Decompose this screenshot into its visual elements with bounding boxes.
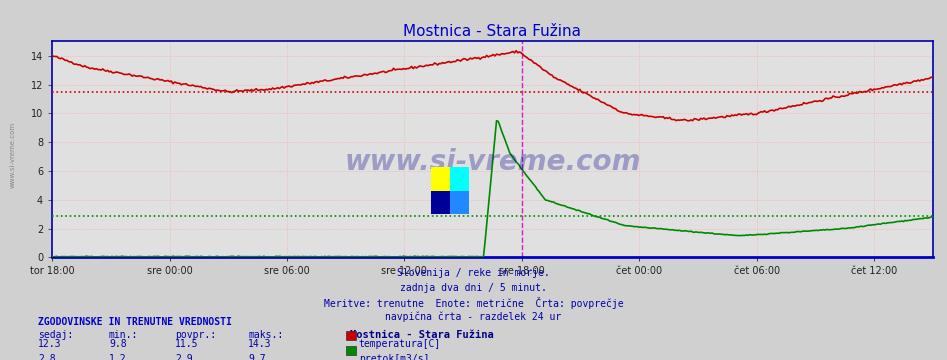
Text: pretok[m3/s]: pretok[m3/s] [359, 354, 429, 360]
Text: 2.9: 2.9 [175, 354, 193, 360]
Text: maks.:: maks.: [248, 330, 283, 340]
Text: 9.7: 9.7 [248, 354, 266, 360]
Bar [431, 167, 450, 191]
Text: zadnja dva dni / 5 minut.: zadnja dva dni / 5 minut. [400, 283, 547, 293]
Text: Mostnica - Stara Fužina: Mostnica - Stara Fužina [350, 330, 494, 340]
Text: povpr.:: povpr.: [175, 330, 216, 340]
Title: Mostnica - Stara Fužina: Mostnica - Stara Fužina [403, 24, 581, 39]
Text: 9.8: 9.8 [109, 339, 127, 349]
Text: 14.3: 14.3 [248, 339, 272, 349]
Text: min.:: min.: [109, 330, 138, 340]
Text: www.si-vreme.com: www.si-vreme.com [9, 122, 15, 188]
Bar [431, 191, 450, 214]
Text: navpična črta - razdelek 24 ur: navpična črta - razdelek 24 ur [385, 311, 562, 322]
Text: Slovenija / reke in morje.: Slovenija / reke in morje. [397, 268, 550, 278]
Text: temperatura[C]: temperatura[C] [359, 339, 441, 349]
Text: 12.3: 12.3 [38, 339, 62, 349]
Text: www.si-vreme.com: www.si-vreme.com [344, 148, 641, 176]
Text: Meritve: trenutne  Enote: metrične  Črta: povprečje: Meritve: trenutne Enote: metrične Črta: … [324, 297, 623, 309]
Text: 11.5: 11.5 [175, 339, 199, 349]
Bar [450, 191, 469, 214]
Text: ZGODOVINSKE IN TRENUTNE VREDNOSTI: ZGODOVINSKE IN TRENUTNE VREDNOSTI [38, 317, 232, 327]
Text: 1.2: 1.2 [109, 354, 127, 360]
Bar [450, 167, 469, 191]
Text: sedaj:: sedaj: [38, 330, 73, 340]
Text: 2.8: 2.8 [38, 354, 56, 360]
